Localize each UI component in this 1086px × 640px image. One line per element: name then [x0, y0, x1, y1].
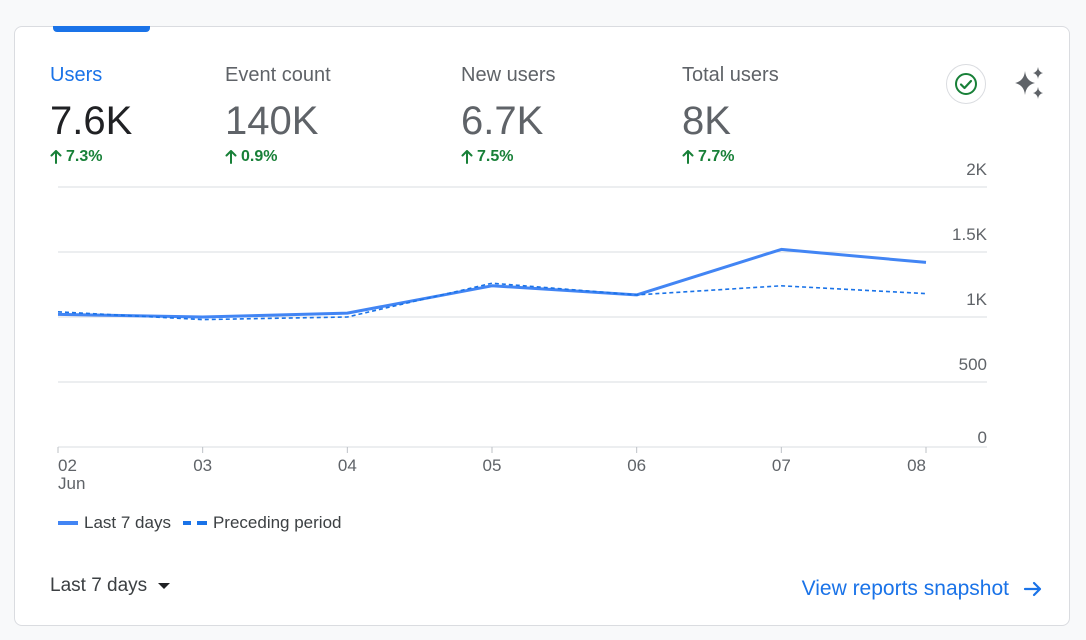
- chart-legend: Last 7 days Preceding period: [58, 513, 353, 533]
- metric-label: New users: [461, 64, 556, 86]
- check-circle-icon: [955, 73, 977, 95]
- x-tick-label: 04: [338, 456, 357, 475]
- snapshot-link-label: View reports snapshot: [801, 577, 1009, 600]
- metric-label: Users: [50, 64, 103, 86]
- x-tick-label: 03: [193, 456, 212, 475]
- arrow-right-icon: [1023, 581, 1042, 597]
- series-line-preceding-period: [57, 282, 927, 321]
- metric-value: 140K: [225, 99, 319, 143]
- date-range-label: Last 7 days: [50, 575, 148, 596]
- series-line-last-7-days: [57, 247, 927, 319]
- legend-label: Last 7 days: [84, 513, 171, 532]
- metric-tab-total-users[interactable]: Total users 8K 7.7%: [682, 63, 779, 167]
- check-circle-button[interactable]: [946, 64, 986, 104]
- metric-change-value: 0.9%: [241, 148, 278, 165]
- y-tick-label: 2K: [966, 160, 987, 179]
- active-tab-indicator: [53, 26, 150, 32]
- metric-label: Event count: [225, 64, 331, 86]
- insights-button[interactable]: [1009, 63, 1049, 103]
- x-tick-label: 05: [483, 456, 502, 475]
- metric-tab-event-count[interactable]: Event count 140K 0.9%: [225, 63, 331, 167]
- legend-item-last-7-days: Last 7 days: [58, 513, 171, 533]
- view-reports-snapshot-link[interactable]: View reports snapshot: [802, 577, 1043, 601]
- arrow-up-icon: [50, 150, 62, 164]
- sparkle-icon: [1015, 67, 1043, 99]
- overview-card: Users 7.6K 7.3% Event count 140K 0.9% Ne…: [14, 26, 1070, 626]
- x-tick-label: 06: [627, 456, 646, 475]
- metric-change: 7.3%: [50, 147, 132, 167]
- arrow-up-icon: [461, 150, 473, 164]
- metric-change: 7.7%: [682, 147, 779, 167]
- date-range-dropdown[interactable]: Last 7 days: [50, 575, 171, 597]
- y-tick-label: 0: [978, 428, 987, 447]
- metric-change-value: 7.5%: [477, 148, 514, 165]
- metric-value: 6.7K: [461, 99, 544, 143]
- metric-label: Total users: [682, 64, 779, 86]
- metric-value: 8K: [682, 99, 731, 143]
- x-month-label: Jun: [58, 474, 85, 493]
- y-tick-label: 1.5K: [952, 225, 988, 244]
- x-tick-label: 08: [907, 456, 926, 475]
- metric-change: 7.5%: [461, 147, 555, 167]
- dashed-line-swatch: [182, 521, 207, 525]
- x-tick-label: 02: [58, 456, 77, 475]
- arrow-up-icon: [682, 150, 694, 164]
- legend-item-preceding-period: Preceding period: [182, 513, 342, 533]
- line-chart: 0 500 1K 1.5K 2K 02 03 04 05 06 07 08 Jun: [57, 160, 988, 493]
- y-tick-label: 500: [959, 355, 987, 374]
- caret-down-icon: [158, 583, 171, 589]
- solid-line-swatch: [58, 521, 78, 525]
- arrow-up-icon: [225, 150, 237, 164]
- legend-label: Preceding period: [212, 513, 342, 532]
- y-tick-label: 1K: [966, 290, 987, 309]
- metric-change-value: 7.7%: [698, 148, 735, 165]
- metric-value: 7.6K: [50, 99, 133, 143]
- metric-change: 0.9%: [225, 147, 331, 167]
- x-tick-label: 07: [772, 456, 791, 475]
- metric-tab-new-users[interactable]: New users 6.7K 7.5%: [461, 63, 555, 167]
- metric-tab-users[interactable]: Users 7.6K 7.3%: [50, 63, 132, 167]
- metric-change-value: 7.3%: [66, 148, 103, 165]
